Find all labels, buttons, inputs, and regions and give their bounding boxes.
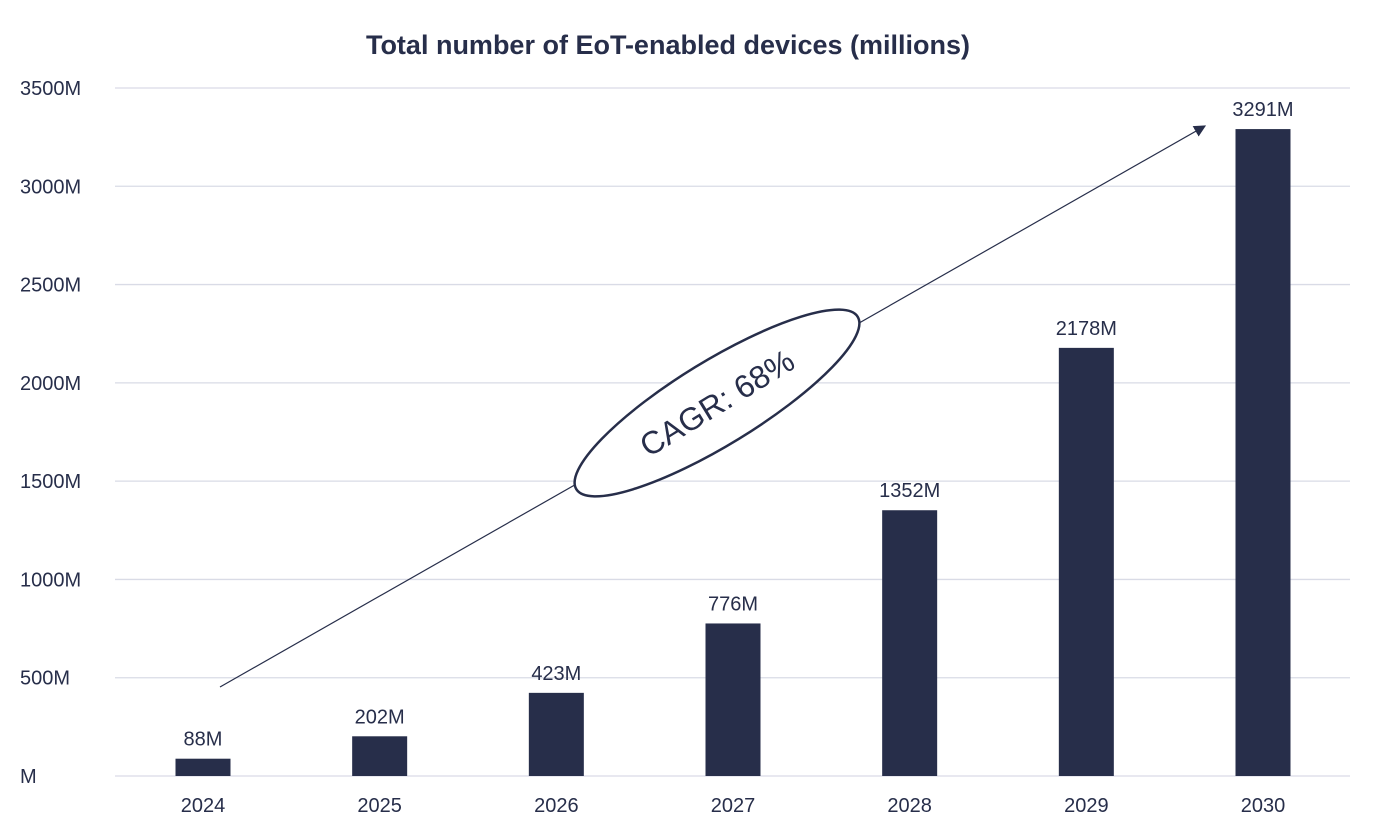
y-tick-label: 3000M bbox=[20, 176, 81, 198]
chart-title: Total number of EoT-enabled devices (mil… bbox=[366, 30, 970, 60]
bar-2024 bbox=[175, 758, 231, 776]
bar-2029 bbox=[1058, 347, 1114, 776]
y-tick-label: M bbox=[20, 766, 37, 788]
x-tick-label: 2024 bbox=[181, 795, 226, 817]
data-label: 1352M bbox=[879, 480, 940, 502]
data-label: 3291M bbox=[1232, 99, 1293, 121]
y-tick-label: 2000M bbox=[20, 373, 81, 395]
data-label: 2178M bbox=[1056, 318, 1117, 340]
y-tick-label: 2500M bbox=[20, 275, 81, 297]
x-tick-label: 2027 bbox=[711, 795, 756, 817]
x-tick-label: 2028 bbox=[887, 795, 932, 817]
bar-2030 bbox=[1235, 129, 1291, 776]
x-tick-label: 2026 bbox=[534, 795, 579, 817]
x-tick-label: 2029 bbox=[1064, 795, 1109, 817]
cagr-ellipse bbox=[573, 308, 861, 498]
data-label: 202M bbox=[355, 706, 405, 728]
x-tick-label: 2025 bbox=[357, 795, 402, 817]
bar-2028 bbox=[882, 510, 938, 776]
y-tick-label: 1500M bbox=[20, 471, 81, 493]
bar-2026 bbox=[528, 692, 584, 776]
data-label: 88M bbox=[184, 729, 223, 751]
bar-2027 bbox=[705, 623, 761, 776]
y-tick-label: 3500M bbox=[20, 78, 81, 100]
y-tick-label: 1000M bbox=[20, 569, 81, 591]
bar-2025 bbox=[352, 736, 408, 776]
y-tick-label: 500M bbox=[20, 668, 70, 690]
cagr-annotation: CAGR: 68% bbox=[219, 125, 1207, 688]
x-tick-label: 2030 bbox=[1241, 795, 1286, 817]
data-label: 776M bbox=[708, 593, 758, 615]
data-label: 423M bbox=[531, 663, 581, 685]
